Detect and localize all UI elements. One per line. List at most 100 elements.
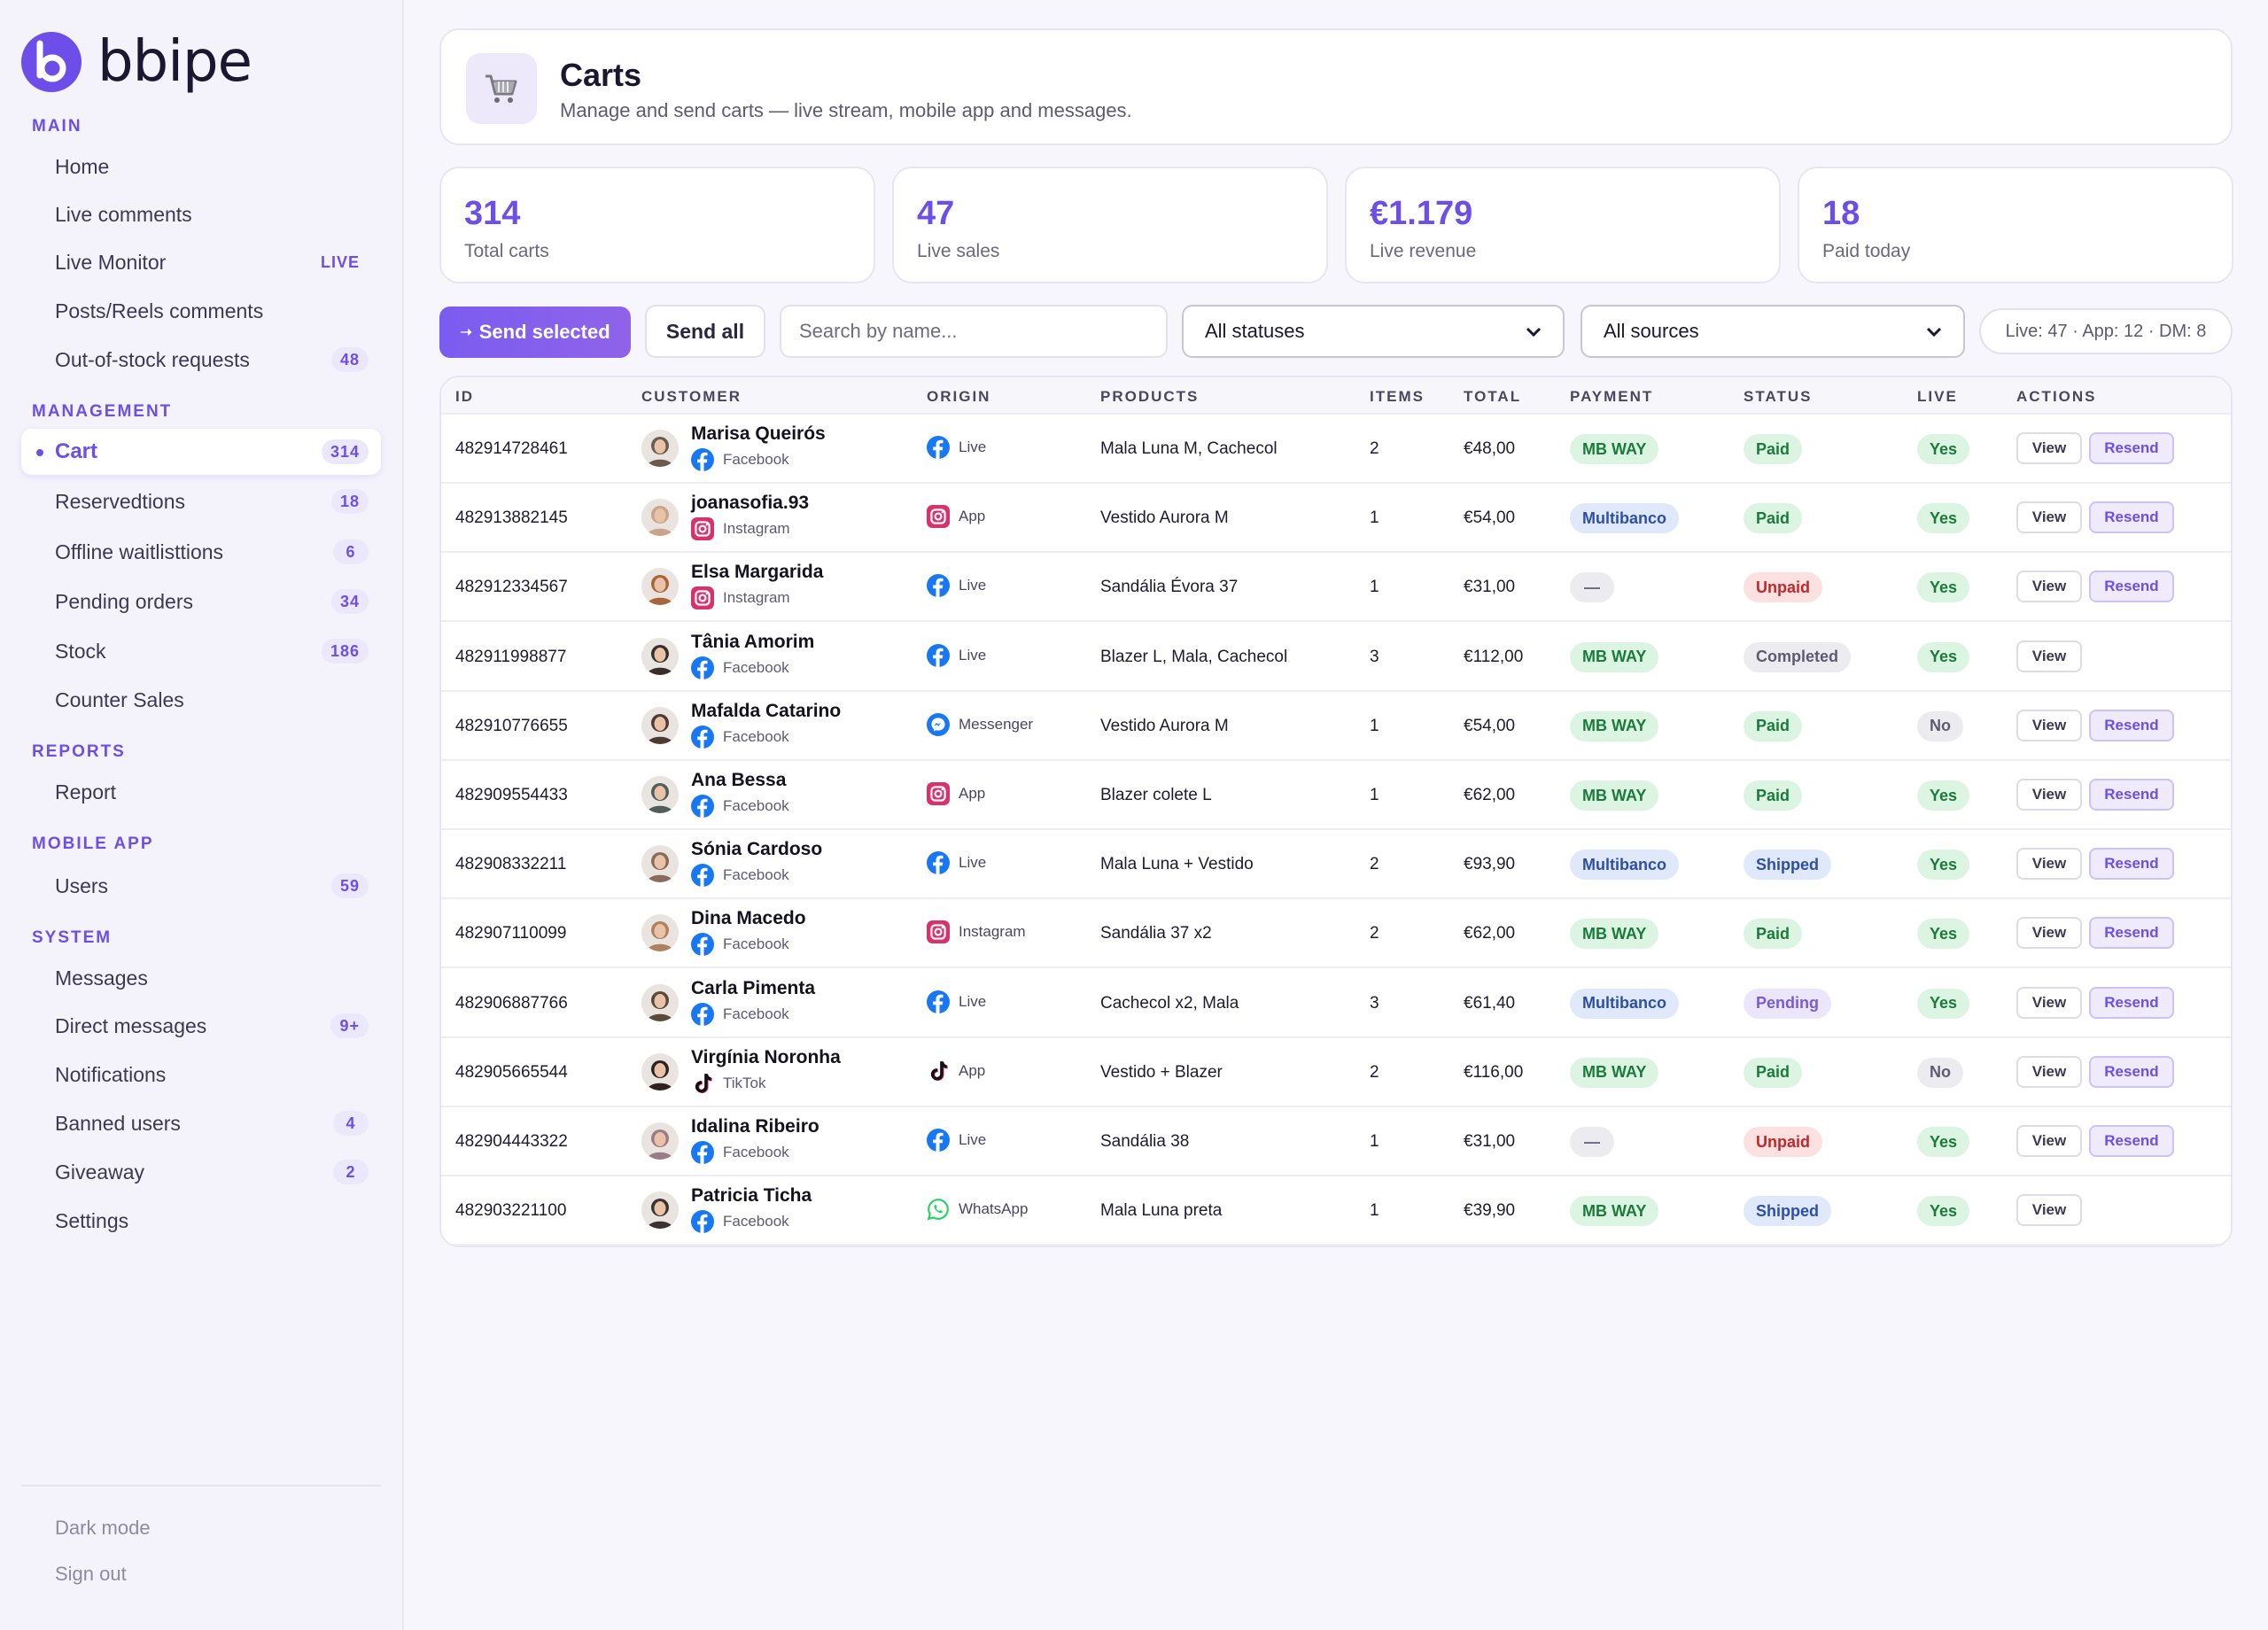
- view-button[interactable]: View: [2016, 501, 2082, 534]
- sidebar-item-cart[interactable]: Cart 314: [21, 429, 381, 475]
- view-button[interactable]: View: [2016, 570, 2082, 603]
- customer-name[interactable]: Patricia Ticha: [691, 1185, 812, 1207]
- avatar: [641, 845, 679, 883]
- sidebar-item-home[interactable]: Home: [21, 144, 381, 190]
- view-button[interactable]: View: [2016, 917, 2082, 950]
- source-filter-select[interactable]: All sources: [1581, 305, 1965, 358]
- customer-source: Facebook: [691, 1141, 789, 1164]
- payment-badge: —: [1570, 572, 1614, 603]
- resend-button[interactable]: Resend: [2089, 986, 2174, 1019]
- sidebar-item-counter-sales[interactable]: Counter Sales: [21, 677, 381, 723]
- sidebar-item-direct-messages[interactable]: Direct messages 9+: [21, 1003, 381, 1049]
- active-indicator-icon: [36, 449, 43, 456]
- order-origin: Live: [927, 851, 986, 875]
- table-row[interactable]: 482903221100 Patricia Ticha Facebook Wha…: [441, 1176, 2231, 1246]
- resend-button[interactable]: Resend: [2089, 848, 2174, 881]
- avatar: [641, 706, 679, 744]
- resend-button[interactable]: Resend: [2089, 1055, 2174, 1088]
- send-selected-button[interactable]: ➝ Send selected: [439, 307, 631, 358]
- view-button[interactable]: View: [2016, 779, 2082, 811]
- status-filter-select[interactable]: All statuses: [1182, 305, 1565, 358]
- order-origin: App: [927, 782, 985, 805]
- col-status: STATUS: [1744, 388, 1813, 405]
- view-button[interactable]: View: [2016, 986, 2082, 1019]
- payment-badge: MB WAY: [1570, 710, 1659, 741]
- customer-name[interactable]: Sónia Cardoso: [691, 839, 823, 860]
- payment-badge: Multibanco: [1570, 850, 1679, 881]
- table-row[interactable]: 482912334567 Elsa Margarida Instagram Li…: [441, 553, 2231, 623]
- table-row[interactable]: 482910776655 Mafalda Catarino Facebook M…: [441, 692, 2231, 761]
- sidebar-item-giveaway[interactable]: Giveaway 2: [21, 1149, 381, 1195]
- sidebar-item-posts-reels-comments[interactable]: Posts/Reels comments: [21, 288, 381, 334]
- sidebar-item-report[interactable]: Report: [21, 769, 381, 815]
- sidebar-item-messages[interactable]: Messages: [21, 955, 381, 1001]
- sidebar-item-label: Settings: [55, 1208, 129, 1232]
- table-row[interactable]: 482911998877 Tânia Amorim Facebook Live …: [441, 623, 2231, 692]
- view-button[interactable]: View: [2016, 1055, 2082, 1088]
- sidebar-item-users[interactable]: Users 59: [21, 863, 381, 909]
- avatar: [641, 430, 679, 467]
- facebook-icon: [691, 725, 714, 749]
- sidebar-item-stock[interactable]: Stock 186: [21, 628, 381, 674]
- items-count: 1: [1370, 578, 1379, 597]
- sign-out-button[interactable]: Sign out: [55, 1563, 127, 1585]
- resend-button[interactable]: Resend: [2089, 432, 2174, 464]
- source-filter-value: All sources: [1604, 320, 1699, 342]
- items-count: 2: [1370, 1062, 1379, 1082]
- customer-name[interactable]: Marisa Queirós: [691, 423, 826, 444]
- resend-button[interactable]: Resend: [2089, 570, 2174, 603]
- customer-name[interactable]: joanasofia.93: [691, 493, 810, 514]
- send-all-button[interactable]: Send all: [645, 305, 765, 358]
- sidebar-item-out-of-stock-requests[interactable]: Out-of-stock requests 48: [21, 337, 381, 383]
- table-row[interactable]: 482904443322 Idalina Ribeiro Facebook Li…: [441, 1107, 2231, 1176]
- sidebar-item-live-monitor[interactable]: Live Monitor LIVE: [21, 239, 381, 285]
- table-row[interactable]: 482906887766 Carla Pimenta Facebook Live…: [441, 969, 2231, 1038]
- payment-badge: MB WAY: [1570, 1196, 1659, 1227]
- view-button[interactable]: View: [2016, 1125, 2082, 1157]
- view-button[interactable]: View: [2016, 709, 2082, 741]
- dark-mode-toggle[interactable]: Dark mode: [55, 1517, 151, 1539]
- origin-label: App: [959, 508, 986, 525]
- customer-name[interactable]: Virgínia Noronha: [691, 1046, 841, 1067]
- table-row[interactable]: 482913882145 joanasofia.93 Instagram App…: [441, 484, 2231, 554]
- customer-name[interactable]: Mafalda Catarino: [691, 700, 842, 721]
- table-row[interactable]: 482907110099 Dina Macedo Facebook Instag…: [441, 899, 2231, 969]
- resend-button[interactable]: Resend: [2089, 917, 2174, 950]
- status-badge: Paid: [1744, 780, 1803, 811]
- instagram-icon: [927, 782, 950, 805]
- facebook-icon: [927, 643, 950, 667]
- customer-name[interactable]: Dina Macedo: [691, 908, 806, 929]
- sidebar-item-reservedtions[interactable]: Reservedtions 18: [21, 478, 381, 524]
- sidebar-item-notifications[interactable]: Notifications: [21, 1052, 381, 1098]
- view-button[interactable]: View: [2016, 1194, 2082, 1227]
- resend-button[interactable]: Resend: [2089, 779, 2174, 811]
- sidebar-item-pending-orders[interactable]: Pending orders 34: [21, 578, 381, 625]
- sidebar-item-banned-users[interactable]: Banned users 4: [21, 1100, 381, 1146]
- view-button[interactable]: View: [2016, 640, 2082, 672]
- customer-name[interactable]: Tânia Amorim: [691, 631, 815, 652]
- customer-name[interactable]: Carla Pimenta: [691, 977, 816, 998]
- resend-button[interactable]: Resend: [2089, 501, 2174, 534]
- customer-name[interactable]: Elsa Margarida: [691, 562, 824, 583]
- view-button[interactable]: View: [2016, 848, 2082, 881]
- sidebar-item-label: Direct messages: [55, 1013, 207, 1037]
- stat-live-revenue: €1.179 Live revenue: [1345, 167, 1781, 283]
- sidebar-item-offline-waitlisttions[interactable]: Offline waitlisttions 6: [21, 529, 381, 575]
- table-row[interactable]: 482914728461 Marisa Queirós Facebook Liv…: [441, 415, 2231, 484]
- brand-logo[interactable]: bbipe: [21, 30, 252, 94]
- table-row[interactable]: 482909554433 Ana Bessa Facebook App Blaz…: [441, 761, 2231, 830]
- table-row[interactable]: 482908332211 Sónia Cardoso Facebook Live…: [441, 830, 2231, 900]
- view-button[interactable]: View: [2016, 432, 2082, 464]
- customer-name[interactable]: Idalina Ribeiro: [691, 1116, 819, 1137]
- col-total: TOTAL: [1464, 388, 1522, 405]
- stat-value: €1.179: [1370, 195, 1473, 232]
- avatar: [641, 1191, 679, 1230]
- sidebar-item-live-comments[interactable]: Live comments: [21, 191, 381, 237]
- resend-button[interactable]: Resend: [2089, 1125, 2174, 1157]
- resend-button[interactable]: Resend: [2089, 709, 2174, 741]
- table-row[interactable]: 482905665544 Virgínia Noronha TikTok App…: [441, 1038, 2231, 1107]
- search-input[interactable]: [780, 305, 1168, 358]
- sidebar-item-settings[interactable]: Settings: [21, 1198, 381, 1244]
- customer-name[interactable]: Ana Bessa: [691, 770, 787, 790]
- col-live: LIVE: [1917, 388, 1958, 405]
